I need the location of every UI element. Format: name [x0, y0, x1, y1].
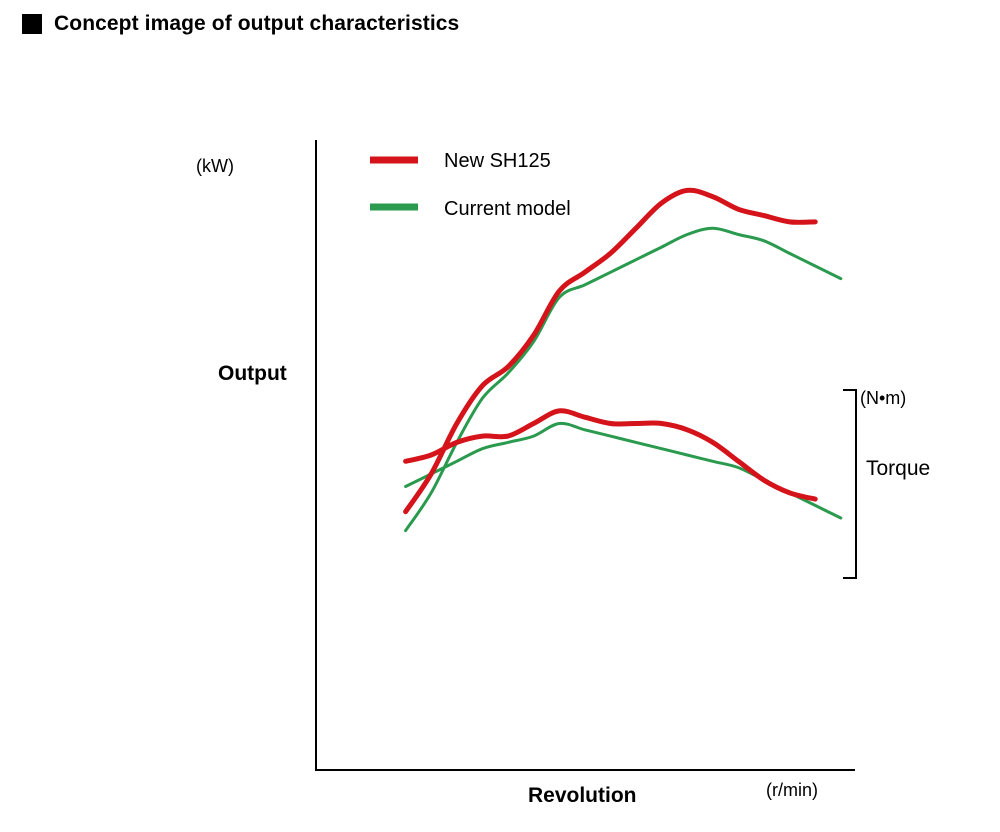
new-sh125-torque-line [403, 408, 818, 502]
new-sh125-output-line [403, 187, 818, 515]
x-unit: (r/min) [766, 780, 818, 800]
y-unit-left: (kW) [196, 156, 234, 176]
y-axis-label: Output [218, 362, 287, 385]
torque-label: Torque [866, 457, 930, 480]
torque-bracket [843, 389, 857, 579]
current-model-output-line [404, 226, 843, 533]
page-title: Concept image of output characteristics [54, 12, 460, 35]
header: Concept image of output characteristics [22, 8, 459, 40]
legend-label-current: Current model [444, 198, 571, 220]
legend-label-new: New SH125 [444, 150, 551, 172]
series-layer [403, 187, 843, 533]
y-unit-right: (N•m) [860, 388, 906, 408]
black-square-icon [22, 14, 42, 34]
x-axis-label: Revolution [528, 784, 637, 807]
